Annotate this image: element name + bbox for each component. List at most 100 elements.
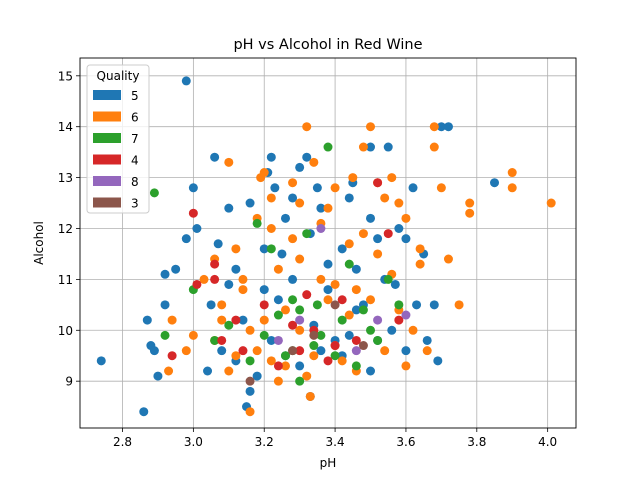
data-point xyxy=(330,341,340,351)
data-point xyxy=(436,122,446,132)
y-axis-label: Alcohol xyxy=(32,221,46,265)
legend-label: 7 xyxy=(131,132,139,146)
data-point xyxy=(330,300,340,310)
series-3 xyxy=(245,300,368,386)
data-point xyxy=(394,315,404,325)
data-point xyxy=(323,259,333,269)
data-point xyxy=(408,183,418,193)
data-point xyxy=(422,346,432,356)
y-axis-ticks: 9 10 11 12 13 14 15 xyxy=(58,69,80,389)
data-point xyxy=(373,315,383,325)
data-point xyxy=(266,193,276,203)
data-point xyxy=(366,366,376,376)
data-point xyxy=(295,305,305,315)
data-point xyxy=(351,335,361,345)
data-point xyxy=(266,244,276,254)
data-point xyxy=(252,346,262,356)
data-point xyxy=(295,254,305,264)
data-point xyxy=(415,259,425,269)
data-point xyxy=(192,279,202,289)
data-point xyxy=(351,361,361,371)
data-point xyxy=(245,407,255,417)
data-point xyxy=(295,315,305,325)
data-point xyxy=(309,351,319,361)
data-point xyxy=(351,305,361,315)
data-point xyxy=(167,315,177,325)
data-point xyxy=(96,356,106,366)
data-point xyxy=(238,315,248,325)
y-tick-label: 12 xyxy=(58,222,73,236)
data-point xyxy=(401,346,411,356)
legend-items: 5 6 7 4 8 3 xyxy=(93,89,139,211)
x-tick-label: 4.0 xyxy=(538,435,557,449)
data-point xyxy=(351,346,361,356)
data-point xyxy=(330,351,340,361)
data-point xyxy=(408,325,418,335)
y-tick-label: 11 xyxy=(58,273,73,287)
x-tick-label: 3.8 xyxy=(467,435,486,449)
data-point xyxy=(465,198,475,208)
legend-swatch xyxy=(93,154,121,165)
data-point xyxy=(344,330,354,340)
data-point xyxy=(323,142,333,152)
data-point xyxy=(465,208,475,218)
data-point xyxy=(295,361,305,371)
x-axis-ticks: 2.8 3.0 3.2 3.4 3.6 3.8 4.0 xyxy=(113,428,557,449)
legend-item: 3 xyxy=(93,197,139,211)
data-point xyxy=(366,142,376,152)
data-point xyxy=(280,305,290,315)
data-point xyxy=(167,351,177,361)
data-point xyxy=(149,346,159,356)
data-point xyxy=(245,386,255,396)
data-point xyxy=(358,229,368,239)
data-point xyxy=(351,285,361,295)
data-point xyxy=(415,244,425,254)
data-point xyxy=(546,198,556,208)
data-point xyxy=(422,335,432,345)
data-point xyxy=(337,315,347,325)
chart-title: pH vs Alcohol in Red Wine xyxy=(233,37,422,53)
data-point xyxy=(302,290,312,300)
data-point xyxy=(210,259,220,269)
data-point xyxy=(302,371,312,381)
data-point xyxy=(323,203,333,213)
data-point xyxy=(401,213,411,223)
data-point xyxy=(231,351,241,361)
data-point xyxy=(323,295,333,305)
data-point xyxy=(192,224,202,233)
data-point xyxy=(153,371,163,381)
data-point xyxy=(213,239,223,249)
data-point xyxy=(366,213,376,223)
y-tick-label: 13 xyxy=(58,171,73,185)
legend-title: Quality xyxy=(97,69,140,83)
data-point xyxy=(266,152,276,162)
legend-label: 6 xyxy=(131,111,139,125)
data-point xyxy=(344,193,354,203)
data-point xyxy=(280,213,290,223)
data-point xyxy=(373,249,383,259)
data-point xyxy=(238,274,248,284)
data-point xyxy=(344,259,354,269)
x-tick-label: 3.0 xyxy=(184,435,203,449)
legend-swatch xyxy=(93,176,121,186)
series-4 xyxy=(167,178,404,371)
data-point xyxy=(316,330,326,340)
data-point xyxy=(401,234,411,244)
data-point xyxy=(366,122,376,132)
data-point xyxy=(203,366,213,376)
data-point xyxy=(507,183,517,193)
data-point xyxy=(270,183,280,193)
data-point xyxy=(224,366,234,376)
data-point xyxy=(224,320,234,330)
legend-swatch xyxy=(93,197,121,208)
data-point xyxy=(383,229,393,239)
x-tick-label: 3.4 xyxy=(326,435,345,449)
data-point xyxy=(380,193,390,203)
legend-item: 8 xyxy=(93,175,139,189)
data-point xyxy=(171,264,181,274)
legend-label: 5 xyxy=(131,89,139,103)
data-point xyxy=(344,310,354,320)
data-point xyxy=(160,300,170,310)
data-point xyxy=(490,178,500,188)
data-point xyxy=(436,183,446,193)
